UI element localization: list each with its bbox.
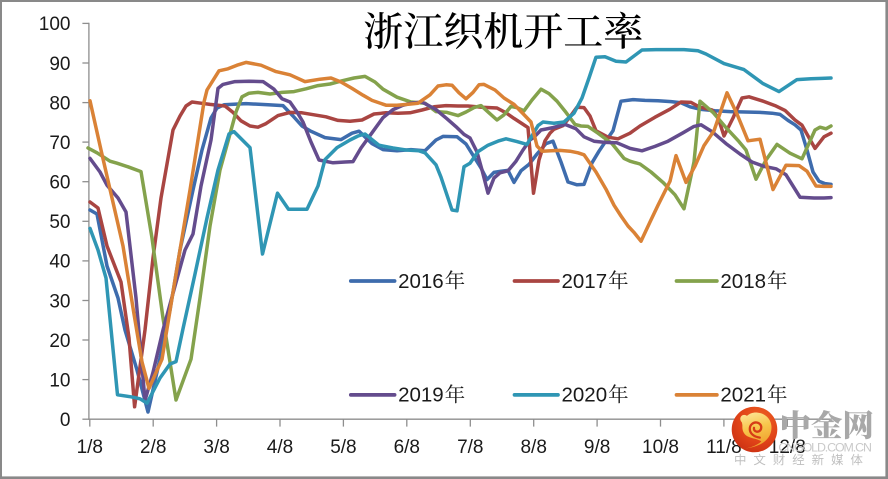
svg-text:50: 50 xyxy=(49,212,70,233)
svg-text:30: 30 xyxy=(49,291,70,312)
svg-text:8/8: 8/8 xyxy=(520,437,546,458)
svg-text:9/8: 9/8 xyxy=(584,437,610,458)
svg-text:6/8: 6/8 xyxy=(394,437,420,458)
svg-text:10: 10 xyxy=(49,370,70,391)
svg-text:CNGOLD.COM.CN: CNGOLD.COM.CN xyxy=(778,440,872,454)
svg-text:2020: 2020 xyxy=(562,384,608,407)
svg-text:1/8: 1/8 xyxy=(77,437,103,458)
svg-text:100: 100 xyxy=(39,14,71,35)
svg-text:40: 40 xyxy=(49,252,70,273)
svg-text:70: 70 xyxy=(49,133,70,154)
svg-text:2016: 2016 xyxy=(398,270,444,293)
svg-text:2/8: 2/8 xyxy=(140,437,166,458)
svg-text:11/8: 11/8 xyxy=(706,437,742,458)
svg-text:0: 0 xyxy=(60,410,71,431)
svg-text:7/8: 7/8 xyxy=(457,437,483,458)
svg-text:2017: 2017 xyxy=(562,270,608,293)
svg-text:20: 20 xyxy=(49,331,70,352)
svg-text:3/8: 3/8 xyxy=(203,437,229,458)
svg-text:2018: 2018 xyxy=(720,270,766,293)
svg-text:80: 80 xyxy=(49,93,70,114)
svg-text:60: 60 xyxy=(49,173,70,194)
svg-text:10/8: 10/8 xyxy=(642,437,679,458)
svg-text:4/8: 4/8 xyxy=(267,437,293,458)
svg-text:90: 90 xyxy=(49,54,70,75)
svg-text:2021: 2021 xyxy=(720,384,766,407)
svg-text:2019: 2019 xyxy=(398,384,444,407)
svg-text:12/8: 12/8 xyxy=(769,437,806,458)
svg-text:5/8: 5/8 xyxy=(330,437,356,458)
